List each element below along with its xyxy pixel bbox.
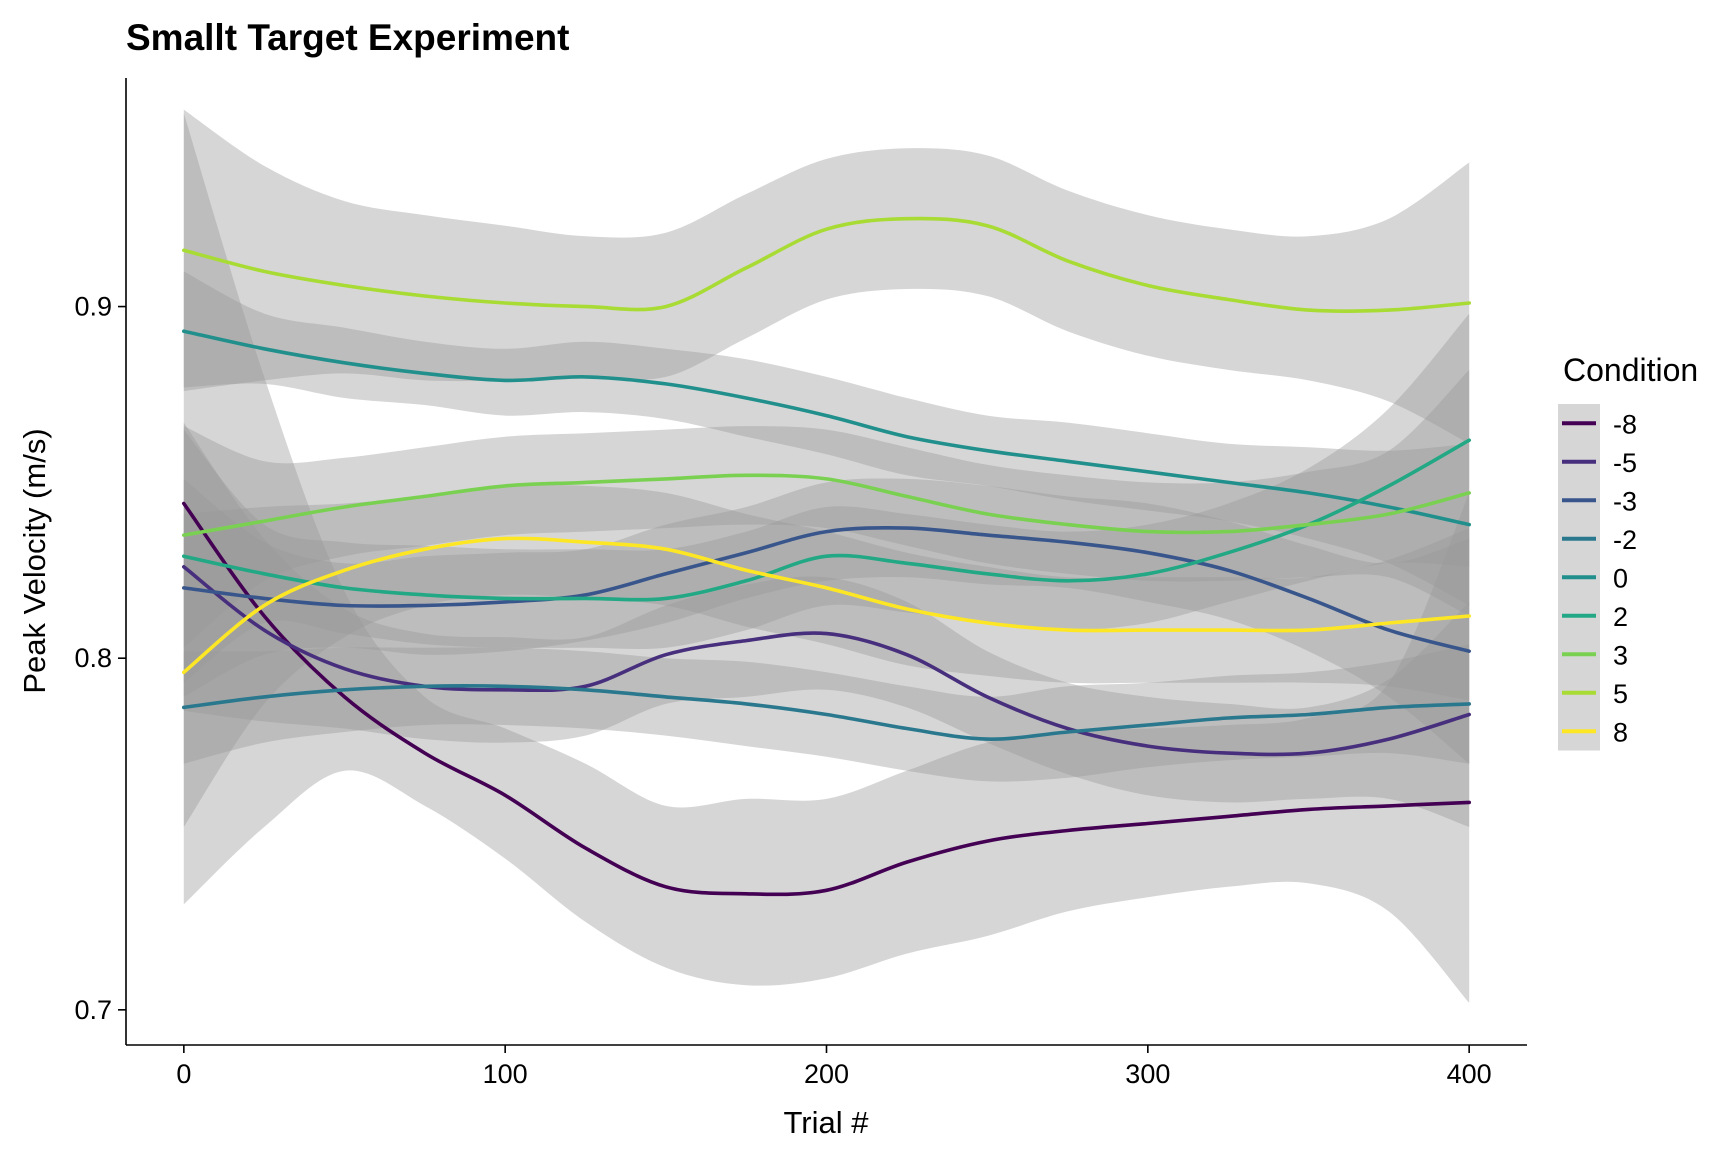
y-tick-label: 0.8	[74, 643, 112, 673]
confidence-band-3	[183, 369, 1470, 648]
confidence-band--3	[183, 478, 1470, 764]
confidence-band--8	[183, 113, 1470, 1003]
legend-label--5: -5	[1613, 448, 1637, 478]
legend-label-5: 5	[1613, 679, 1628, 709]
confidence-band-8	[183, 484, 1470, 827]
legend: Condition -8 -5 -3 -2 0 2 3 5 8	[1558, 352, 1698, 751]
chart-title: Smallt Target Experiment	[126, 17, 569, 58]
series-line--2	[182, 684, 1471, 741]
x-tick-label: 0	[176, 1059, 191, 1089]
confidence-band-5	[183, 109, 1470, 444]
series-line-3	[182, 473, 1471, 537]
x-axis-ticks: 0 100 200 300 400	[176, 1045, 1492, 1089]
x-tick-label: 300	[1125, 1059, 1170, 1089]
series-line-2	[182, 438, 1471, 602]
y-tick-label: 0.7	[74, 995, 112, 1025]
legend-label-8: 8	[1613, 717, 1628, 747]
y-axis-title: Peak Velocity (m/s)	[17, 428, 52, 693]
confidence-band-0	[183, 271, 1470, 606]
legend-label--3: -3	[1613, 486, 1637, 516]
legend-label--2: -2	[1613, 525, 1637, 555]
series-line-5	[182, 216, 1471, 313]
legend-label-2: 2	[1613, 602, 1628, 632]
x-tick-label: 200	[804, 1059, 849, 1089]
series-line-8	[182, 536, 1471, 675]
legend-title: Condition	[1563, 352, 1698, 388]
confidence-band-2	[183, 313, 1470, 683]
legend-label-3: 3	[1613, 640, 1628, 670]
y-tick-label: 0.9	[74, 292, 112, 322]
series-line--3	[182, 526, 1471, 653]
series-line--5	[182, 565, 1471, 757]
confidence-bands	[183, 109, 1470, 1003]
x-tick-label: 100	[483, 1059, 528, 1089]
x-tick-label: 400	[1447, 1059, 1492, 1089]
x-axis-title: Trial #	[784, 1105, 870, 1140]
legend-label--8: -8	[1613, 409, 1637, 439]
series-line--8	[182, 501, 1471, 897]
series-lines	[182, 216, 1471, 897]
series-line-0	[182, 329, 1471, 527]
y-axis-ticks: 0.7 0.8 0.9	[74, 292, 126, 1025]
legend-label-0: 0	[1613, 563, 1628, 593]
